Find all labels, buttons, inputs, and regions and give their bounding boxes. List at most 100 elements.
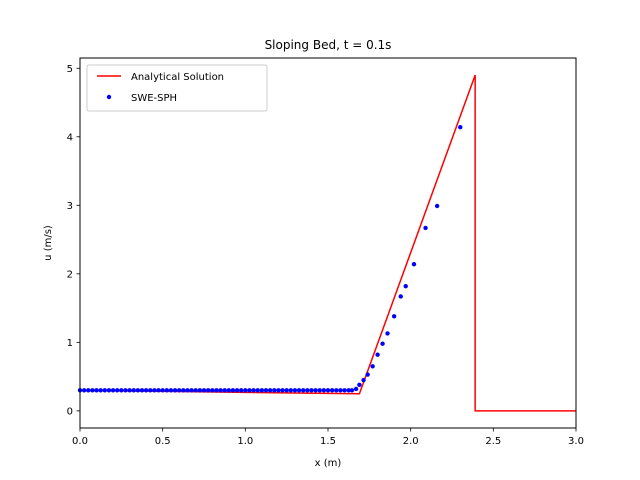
sph-point: [357, 382, 362, 388]
legend-swatch-sph: [106, 94, 112, 100]
sph-point: [205, 388, 211, 393]
sph-point: [276, 388, 281, 393]
sph-point: [403, 283, 408, 289]
sph-point: [177, 388, 182, 393]
sph-point: [272, 388, 277, 393]
sph-point: [434, 203, 440, 209]
sph-point: [288, 388, 293, 393]
sph-point: [201, 388, 207, 393]
sph-point: [110, 388, 116, 393]
sph-point: [458, 125, 463, 130]
plot-area: [80, 58, 576, 428]
sph-point: [139, 388, 145, 393]
sph-point: [349, 388, 355, 393]
analytical-solution-line: [79, 74, 576, 412]
sph-point: [189, 388, 194, 393]
sph-point: [370, 364, 375, 369]
legend: Analytical Solution SWE-SPH: [86, 64, 268, 112]
sph-point: [131, 388, 136, 393]
sph-point: [81, 388, 87, 393]
sph-point: [172, 388, 178, 393]
legend-label-sph: SWE-SPH: [131, 93, 177, 104]
x-tick-label: 1.5: [320, 436, 336, 447]
sph-point: [263, 388, 269, 393]
sph-point: [267, 388, 273, 393]
sph-point: [365, 372, 370, 377]
sph-point: [292, 388, 298, 393]
y-tick-label: 0: [67, 406, 73, 417]
legend-label-analytical: Analytical Solution: [131, 72, 224, 83]
sph-point: [127, 388, 132, 393]
sph-point: [94, 388, 99, 393]
sph-point: [423, 225, 428, 231]
sph-point: [168, 388, 174, 393]
chart-title: Sloping Bed, t = 0.1s: [265, 38, 392, 52]
sph-point: [342, 388, 347, 393]
sph-point: [375, 352, 380, 357]
sph-point: [380, 341, 385, 346]
sph-point: [222, 388, 227, 393]
sph-point: [391, 314, 397, 319]
sph-point: [353, 386, 359, 392]
sph-point: [317, 388, 322, 393]
x-tick-label: 2.0: [403, 436, 419, 447]
sph-point: [115, 388, 120, 393]
sph-point: [160, 388, 165, 393]
sph-point: [284, 388, 289, 393]
sph-point: [218, 388, 223, 393]
sph-point: [398, 294, 403, 299]
sph-point: [164, 388, 169, 393]
x-tick-label: 2.5: [485, 436, 501, 447]
sph-point: [143, 388, 149, 393]
y-axis-label: u (m/s): [43, 225, 54, 261]
sph-point: [123, 388, 128, 393]
sph-point: [338, 388, 343, 393]
sph-point: [152, 388, 157, 393]
y-tick-label: 5: [67, 64, 73, 75]
sph-point: [251, 388, 256, 393]
sph-point: [296, 388, 302, 393]
sph-point: [102, 388, 108, 393]
sph-point: [247, 388, 252, 393]
sph-point: [243, 388, 248, 393]
sph-point: [411, 262, 417, 267]
sph-point: [361, 377, 366, 383]
sph-point: [329, 388, 335, 393]
y-axis-ticks: 0 1 2 3 4 5: [67, 64, 80, 417]
sph-point: [239, 388, 244, 393]
x-tick-label: 1.0: [237, 436, 253, 447]
y-tick-label: 3: [67, 201, 73, 212]
sph-point: [193, 388, 198, 393]
sph-point: [106, 388, 112, 393]
sph-point: [313, 388, 318, 393]
x-tick-label: 0.5: [155, 436, 171, 447]
sph-point: [305, 388, 310, 393]
sph-point: [226, 388, 231, 393]
x-axis-ticks: 0.0 0.5 1.0 1.5 2.0 2.5 3.0: [72, 428, 584, 447]
sph-point: [210, 388, 215, 393]
sph-point: [325, 388, 331, 393]
sph-point: [385, 331, 390, 336]
sph-point: [259, 388, 265, 393]
sph-point: [230, 388, 236, 393]
sph-point: [309, 388, 314, 393]
sph-series-layer: [77, 125, 463, 393]
sph-point: [234, 388, 240, 393]
sph-point: [98, 388, 103, 393]
sph-point: [334, 388, 339, 393]
x-axis-label: x (m): [315, 458, 342, 469]
sph-point: [255, 388, 260, 393]
y-tick-label: 4: [67, 132, 73, 143]
sph-point: [181, 388, 186, 393]
x-tick-label: 0.0: [72, 436, 88, 447]
sph-point: [156, 388, 161, 393]
sph-point: [214, 388, 219, 393]
sph-point: [321, 388, 327, 393]
analytical-series-layer: [79, 74, 576, 412]
sph-point: [346, 388, 351, 393]
sph-point: [90, 388, 95, 393]
sph-point: [119, 388, 124, 393]
legend-box: [86, 64, 268, 112]
sph-point: [280, 388, 285, 393]
